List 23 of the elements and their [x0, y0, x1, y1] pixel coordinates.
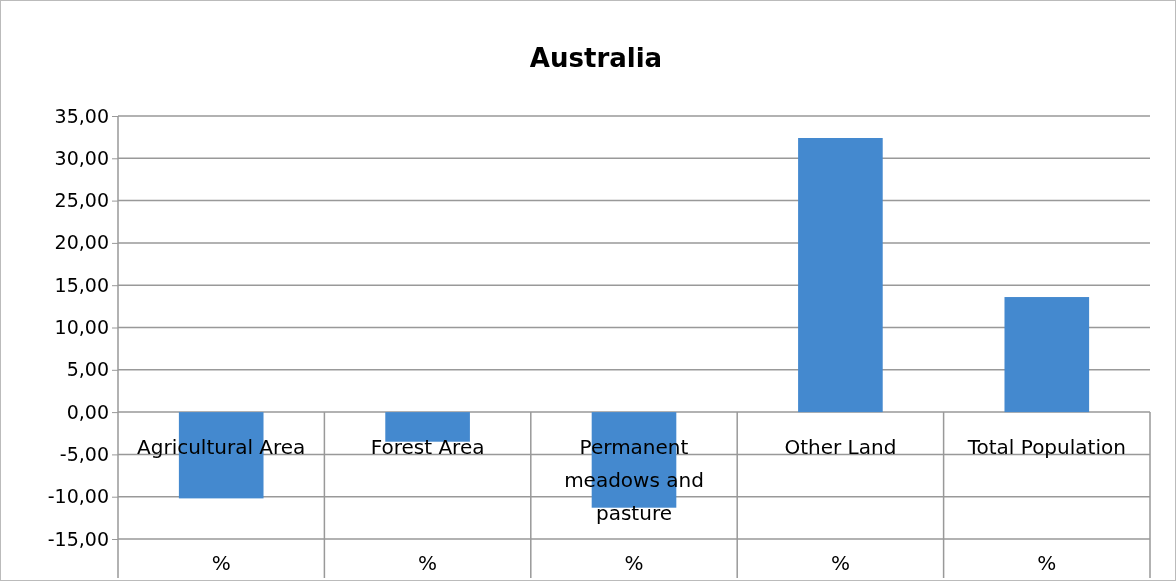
text: % — [418, 551, 438, 575]
y-tick-label: 0,00 — [66, 400, 109, 423]
y-tick-label: -10,00 — [47, 485, 109, 508]
y-tick-label: 5,00 — [66, 358, 109, 381]
x-tick-label: Other Land — [784, 435, 897, 460]
y-tick-label: 25,00 — [54, 189, 109, 212]
y-tick-label: 10,00 — [54, 316, 109, 339]
y-tick-label: 15,00 — [54, 273, 109, 296]
bar — [798, 138, 883, 413]
x-tick-label: Total Population — [966, 435, 1126, 460]
y-tick-label: 30,00 — [54, 146, 109, 169]
bar — [385, 412, 470, 442]
y-tick-label: 20,00 — [54, 231, 109, 254]
y-tick-label: -5,00 — [59, 442, 109, 465]
text: % — [830, 551, 850, 575]
text: % — [624, 551, 644, 575]
bar — [1004, 297, 1090, 413]
y-tick-label: -15,00 — [47, 527, 109, 550]
y-tick-label: 35,00 — [54, 104, 109, 127]
text: % — [1037, 551, 1057, 575]
text: % — [211, 551, 231, 575]
chart-title: Australia — [529, 43, 663, 73]
x-tick-label: Forest Area — [370, 435, 485, 460]
